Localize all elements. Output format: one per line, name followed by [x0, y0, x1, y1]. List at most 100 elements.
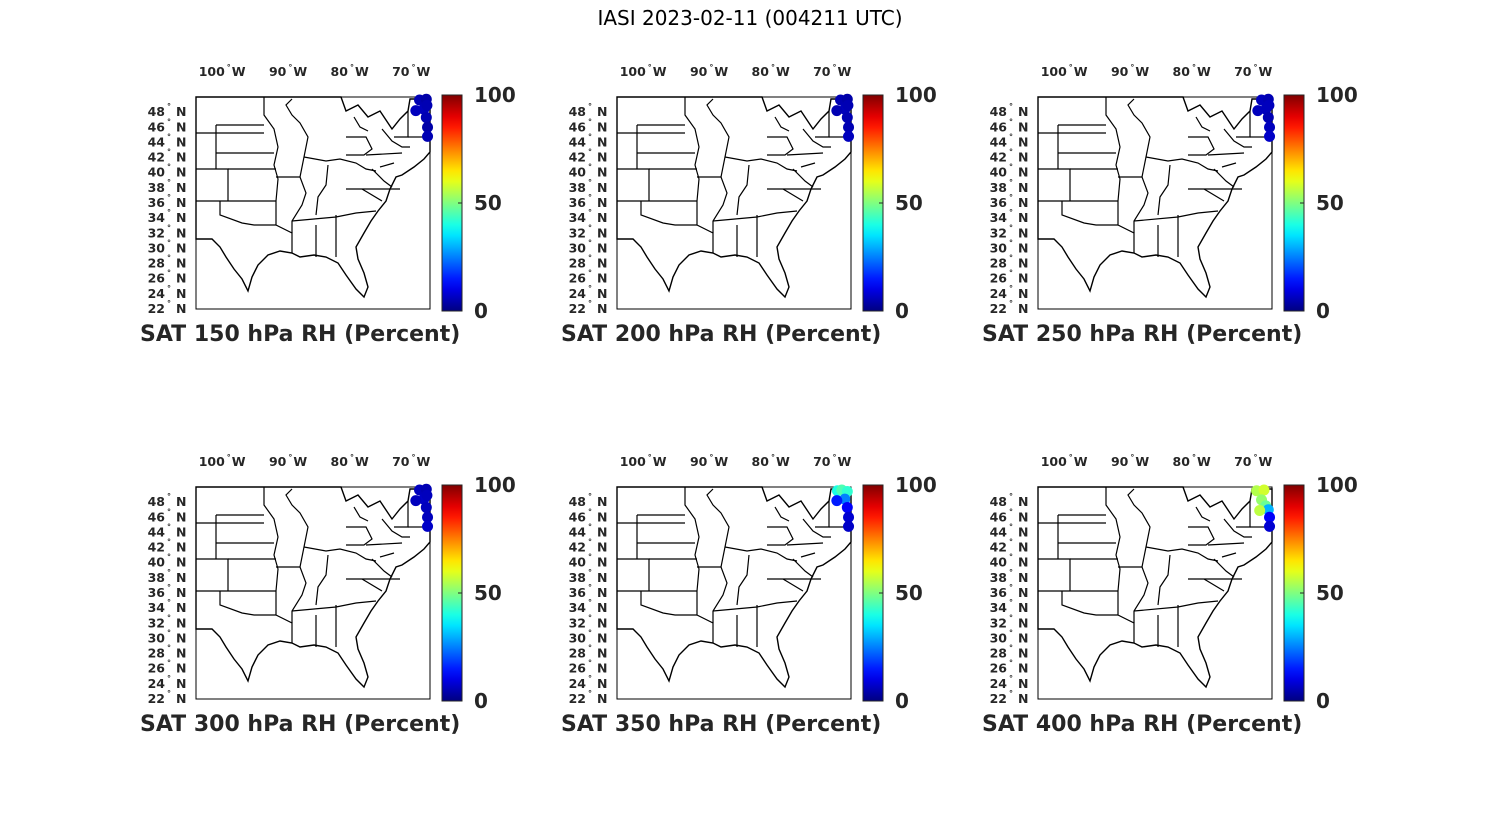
degree-symbol: ° [350, 63, 354, 72]
rh-observations [410, 483, 434, 532]
latitude-tick-label: 28 [990, 646, 1007, 661]
degree-symbol: ° [588, 507, 592, 516]
latitude-hemisphere: N [597, 301, 607, 316]
latitude-hemisphere: N [597, 256, 607, 271]
longitude-hemisphere: W [838, 454, 852, 469]
degree-symbol: ° [288, 453, 292, 462]
degree-symbol: ° [1009, 269, 1013, 278]
state-border [697, 566, 728, 623]
colorbar-tick-label: 0 [474, 299, 488, 323]
latitude-tick-label: 40 [569, 555, 587, 570]
latitude-hemisphere: N [597, 509, 607, 524]
state-border [782, 578, 804, 592]
longitude-hemisphere: W [293, 454, 307, 469]
latitude-hemisphere: N [176, 615, 186, 630]
rh-observation-point [420, 501, 432, 513]
latitude-hemisphere: N [597, 646, 607, 661]
latitude-tick-label: 32 [569, 225, 586, 240]
state-border [1207, 542, 1245, 546]
degree-symbol: ° [1009, 522, 1013, 531]
latitude-tick-label: 48 [148, 104, 165, 119]
latitude-tick-label: 28 [569, 646, 586, 661]
rh-observations [1252, 93, 1276, 142]
latitude-hemisphere: N [176, 165, 186, 180]
latitude-hemisphere: N [1018, 210, 1028, 225]
latitude-hemisphere: N [176, 676, 186, 691]
latitude-tick-label: 48 [148, 494, 165, 509]
map-panel-5: 100 ° W 90 ° W 80 ° W 70 ° W48 ° N46 ° N44 ° N42 ° N40 ° N38 °… [561, 453, 937, 737]
degree-symbol: ° [1009, 628, 1013, 637]
degree-symbol: ° [1009, 689, 1013, 698]
degree-symbol: ° [709, 63, 713, 72]
latitude-hemisphere: N [597, 630, 607, 645]
degree-symbol: ° [1009, 674, 1013, 683]
state-border [800, 552, 816, 558]
state-border [1213, 558, 1235, 578]
degree-symbol: ° [412, 63, 416, 72]
latitude-hemisphere: N [1018, 600, 1028, 615]
latitude-hemisphere: N [1018, 165, 1028, 180]
latitude-tick-label: 42 [148, 150, 165, 165]
latitude-tick-label: 42 [569, 150, 586, 165]
longitude-hemisphere: W [417, 64, 431, 79]
colorbar-tick-label: 0 [895, 689, 909, 713]
state-border [276, 566, 307, 623]
state-border [1207, 152, 1245, 156]
degree-symbol: ° [1069, 63, 1073, 72]
degree-symbol: ° [167, 269, 171, 278]
latitude-tick-label: 40 [990, 555, 1008, 570]
longitude-hemisphere: W [355, 64, 369, 79]
colorbar-tick-label: 0 [895, 299, 909, 323]
degree-symbol: ° [1009, 102, 1013, 111]
state-border [219, 201, 276, 226]
degree-symbol: ° [588, 238, 592, 247]
latitude-tick-label: 44 [569, 134, 587, 149]
rh-observations [410, 93, 434, 142]
degree-symbol: ° [588, 284, 592, 293]
degree-symbol: ° [167, 193, 171, 202]
rh-observation-point [841, 501, 853, 513]
degree-symbol: ° [1009, 163, 1013, 172]
longitude-tick-label: 80 [1173, 64, 1191, 79]
rh-observations [831, 93, 855, 142]
degree-symbol: ° [588, 689, 592, 698]
latitude-hemisphere: N [176, 271, 186, 286]
latitude-hemisphere: N [1018, 119, 1028, 134]
rh-observation-point [1264, 511, 1276, 523]
latitude-hemisphere: N [176, 600, 186, 615]
longitude-hemisphere: W [1197, 64, 1211, 79]
state-border [800, 162, 816, 168]
degree-symbol: ° [588, 674, 592, 683]
degree-symbol: ° [588, 178, 592, 187]
latitude-tick-label: 32 [569, 615, 586, 630]
rh-observation-point [841, 111, 853, 123]
latitude-tick-label: 36 [148, 585, 166, 600]
latitude-hemisphere: N [176, 630, 186, 645]
longitude-hemisphere: W [1135, 64, 1149, 79]
degree-symbol: ° [167, 102, 171, 111]
latitude-tick-label: 34 [990, 600, 1008, 615]
latitude-hemisphere: N [176, 570, 186, 585]
rh-observation-point [421, 99, 433, 111]
latitude-hemisphere: N [1018, 585, 1028, 600]
degree-symbol: ° [167, 689, 171, 698]
latitude-hemisphere: N [1018, 240, 1028, 255]
state-border [1061, 591, 1118, 616]
map-axes-box [616, 486, 852, 700]
latitude-hemisphere: N [176, 661, 186, 676]
degree-symbol: ° [167, 659, 171, 668]
colorbar-tick-label: 100 [895, 83, 937, 107]
degree-symbol: ° [648, 63, 652, 72]
latitude-hemisphere: N [597, 104, 607, 119]
latitude-tick-label: 46 [990, 119, 1008, 134]
degree-symbol: ° [167, 223, 171, 232]
panel-title: SAT 400 hPa RH (Percent) [982, 712, 1302, 737]
latitude-tick-label: 26 [569, 271, 587, 286]
latitude-tick-label: 32 [990, 615, 1007, 630]
latitude-tick-label: 46 [148, 509, 166, 524]
state-border [736, 164, 750, 216]
latitude-hemisphere: N [176, 104, 186, 119]
degree-symbol: ° [588, 163, 592, 172]
degree-symbol: ° [588, 568, 592, 577]
